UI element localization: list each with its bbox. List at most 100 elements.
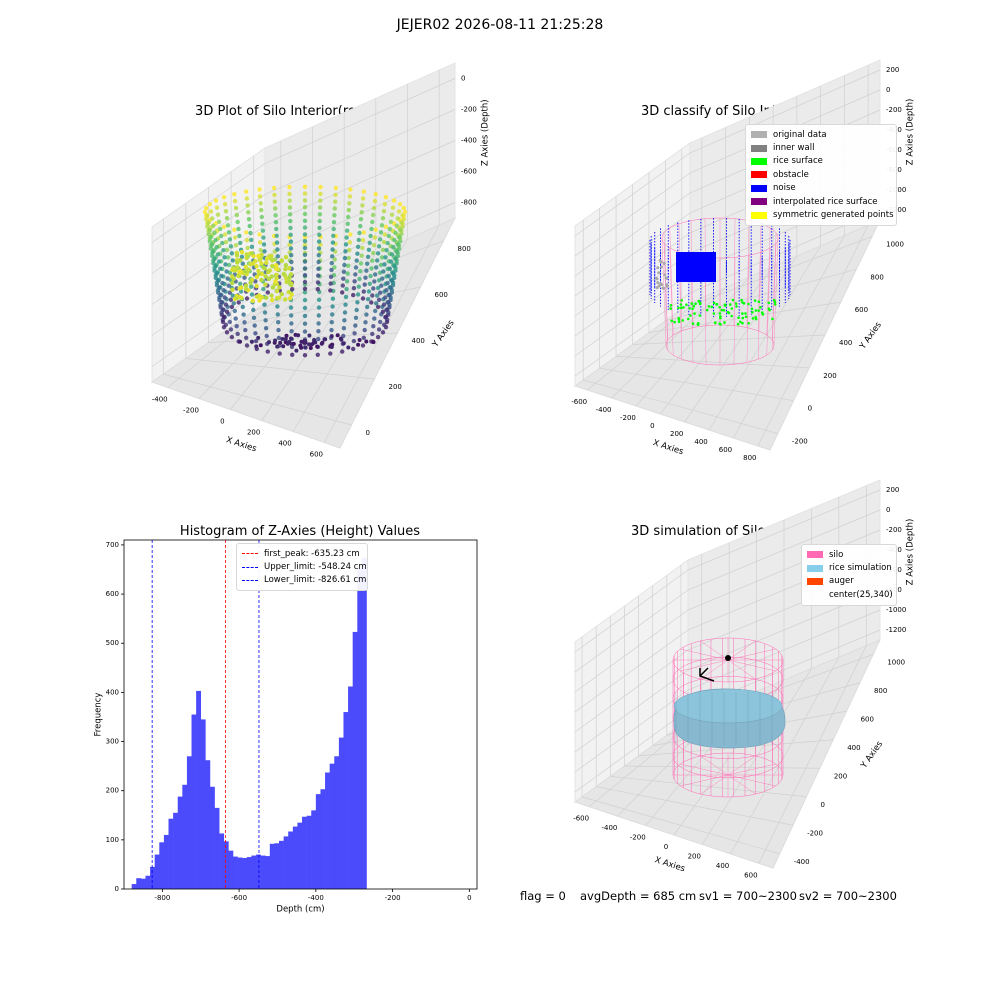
p1-point [387, 266, 392, 271]
p1-point [385, 317, 390, 322]
p1-point [353, 265, 359, 270]
legend-entry: first_peak: -635.23 cm [242, 547, 362, 560]
p1-point [380, 330, 386, 335]
legend-entry: rice surface [751, 155, 891, 168]
p1-point [227, 237, 233, 242]
p1-point [221, 325, 227, 330]
p1-point [234, 253, 240, 258]
p2-silo-wire [663, 232, 669, 340]
legend-label: symmetric generated points [773, 210, 894, 221]
p1-point [279, 258, 284, 264]
p1-point [283, 267, 288, 272]
p1-point [237, 272, 242, 277]
p1-point [330, 240, 336, 245]
p2-rice-point [669, 304, 673, 307]
p1-point [307, 342, 311, 347]
p1-point [287, 258, 293, 263]
p1-point [379, 312, 384, 317]
p1-point [286, 340, 291, 345]
histogram-bar [265, 856, 271, 889]
p1-point [274, 226, 279, 232]
p1-point [392, 255, 397, 260]
p2-silo-wire [771, 243, 777, 351]
p1-point [375, 258, 380, 263]
p1-point [360, 296, 366, 301]
legend-entry: symmetric generated points [751, 208, 894, 221]
p1-point [220, 300, 225, 305]
p1-point [288, 246, 294, 251]
p1-point [289, 259, 294, 265]
p1-point [343, 242, 349, 247]
p1-point [219, 273, 224, 279]
histogram-bar [191, 714, 197, 889]
p1-point [389, 287, 395, 293]
p1-point [375, 251, 381, 256]
p1-point [238, 339, 242, 344]
histogram-bar [297, 822, 303, 889]
p1-point [302, 191, 308, 196]
p2-rice-point [747, 302, 750, 306]
p2-x-tick: 200 [670, 430, 683, 438]
p1-point [287, 234, 292, 240]
p1-point [242, 275, 247, 280]
p1-point [249, 237, 254, 243]
p1-point [277, 281, 282, 286]
p1-point [248, 276, 253, 282]
p1-point [376, 297, 382, 302]
legend-entry: noise [751, 182, 891, 195]
p1-point [380, 276, 385, 281]
p1-point [302, 245, 308, 251]
p1-point [386, 292, 391, 297]
p1-point [331, 233, 336, 238]
p1-point [340, 283, 345, 288]
p1-point [366, 247, 372, 252]
p1-point [358, 223, 363, 229]
p2-wall-point [654, 276, 658, 280]
legend-entry: silo [807, 548, 891, 561]
p2-rice-point [669, 307, 672, 310]
p1-point [322, 337, 327, 342]
histogram-bar [163, 834, 169, 889]
p1-point [231, 301, 236, 306]
p1-point [302, 340, 307, 345]
p1-point [370, 293, 375, 298]
p1-x-tick: -400 [152, 396, 168, 404]
p1-point [287, 296, 293, 301]
p1-point [317, 289, 322, 295]
p1-point [287, 184, 292, 190]
p1-point [223, 262, 228, 267]
p1-point [387, 285, 392, 290]
p1-point [360, 203, 365, 208]
p1-point [225, 276, 230, 281]
p1-point [237, 269, 242, 274]
p1-point [388, 244, 394, 249]
p2-rice-point [698, 301, 702, 305]
p1-x-tick: -200 [183, 407, 199, 415]
p2-rice-point [705, 308, 709, 312]
p1-point [249, 244, 255, 249]
p1-point [386, 300, 391, 305]
p1-point [399, 220, 404, 225]
p1-point [348, 232, 353, 237]
p1-point [274, 281, 279, 287]
p1-point [261, 265, 266, 270]
p1-point [250, 251, 255, 256]
p1-point [237, 273, 242, 279]
p1-point [302, 205, 308, 210]
histogram-bar [279, 840, 284, 889]
p4-gridlines [574, 485, 881, 864]
p1-y-tick: 200 [389, 383, 402, 391]
p2-wall-point [656, 266, 660, 270]
p1-point [318, 234, 323, 240]
p1-point [341, 269, 347, 274]
p1-point [207, 227, 212, 232]
p2-rice-point [744, 312, 747, 315]
p1-point [316, 266, 321, 271]
p1-point [211, 249, 216, 254]
p1-point [210, 253, 215, 259]
p1-point [389, 270, 395, 275]
p1-point [232, 192, 237, 197]
p1-point [372, 316, 377, 321]
p1-point [317, 225, 322, 231]
p1-point [211, 261, 216, 266]
